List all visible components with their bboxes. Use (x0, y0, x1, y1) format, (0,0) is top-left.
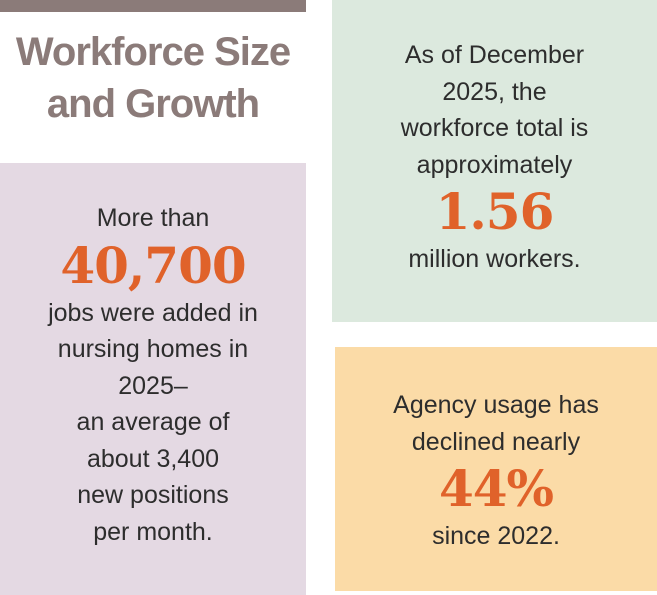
workforce-total-card: As of December 2025, the workforce total… (332, 0, 657, 322)
workforce-text-line: workforce total is (400, 114, 589, 142)
jobs-intro-text: More than (96, 204, 210, 232)
workforce-text-line: As of December (404, 41, 585, 69)
agency-outro-text: since 2022. (432, 522, 560, 550)
agency-decline-stat: 44% (438, 459, 554, 518)
workforce-outro-text: million workers. (408, 245, 581, 273)
jobs-added-card: More than 40,700 jobs were added in nurs… (0, 163, 306, 595)
jobs-added-stat: 40,700 (60, 235, 246, 295)
jobs-text-line: about 3,400 (86, 444, 220, 473)
jobs-text-line: 2025– (118, 371, 188, 400)
page-title-line-1: Workforce Size (15, 30, 291, 74)
agency-text-line: Agency usage has (393, 391, 599, 419)
workforce-text-line: 2025, the (442, 77, 547, 106)
jobs-text-line: jobs were added in (48, 298, 258, 327)
page-title: Workforce Size and Growth (0, 26, 306, 130)
jobs-text-line: new positions (77, 481, 229, 509)
title-top-rule (0, 0, 306, 12)
jobs-text-line: per month. (93, 517, 213, 546)
agency-text-line: declined nearly (411, 427, 581, 456)
workforce-total-stat: 1.56 (435, 182, 555, 241)
jobs-text-line: an average of (76, 408, 230, 436)
jobs-text-line: nursing homes in (57, 335, 249, 363)
page-title-line-2: and Growth (46, 82, 260, 126)
agency-usage-card: Agency usage has declined nearly 44% sin… (335, 347, 657, 591)
workforce-text-line: approximately (416, 150, 573, 179)
